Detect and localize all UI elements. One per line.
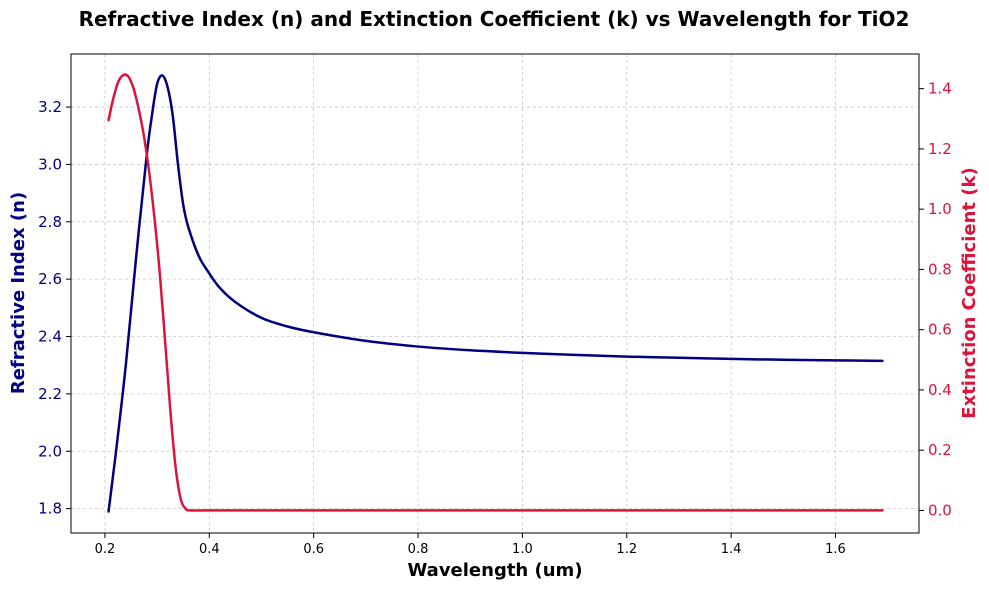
x-tick-label: 0.8 — [408, 542, 429, 557]
y-left-tick-label: 3.2 — [38, 98, 62, 116]
refractive-index-line — [107, 74, 884, 513]
x-tick-label: 0.2 — [95, 542, 116, 557]
y-axis-right-label: Extinction Coefficient (k) — [959, 167, 980, 418]
x-axis: 0.2 0.4 0.6 0.8 1.0 1.2 1.4 1.6 — [95, 533, 846, 557]
x-tick-label: 1.2 — [616, 542, 637, 557]
y-left-tick-label: 2.8 — [38, 213, 62, 231]
y-left-tick-label: 2.4 — [38, 328, 62, 346]
plot-frame — [70, 53, 920, 534]
x-tick-label: 0.4 — [199, 542, 220, 557]
y-right-tick-label: 0.2 — [928, 441, 952, 459]
y-left-tick-label: 3.0 — [38, 155, 62, 173]
y-right-tick-label: 1.4 — [928, 80, 952, 98]
x-tick-label: 1.0 — [512, 542, 533, 557]
y-right-tick-label: 0.6 — [928, 321, 952, 339]
x-tick-label: 1.6 — [825, 542, 846, 557]
y-right-tick-label: 1.0 — [928, 200, 952, 218]
grid — [71, 54, 919, 533]
series-layer — [107, 73, 884, 513]
y-left-tick-label: 2.0 — [38, 442, 62, 460]
extinction-coefficient-line — [107, 73, 884, 512]
chart-title: Refractive Index (n) and Extinction Coef… — [79, 7, 910, 31]
y-axis-right: 0.0 0.2 0.4 0.6 0.8 1.0 1.2 1.4 — [919, 80, 952, 519]
y-left-tick-label: 1.8 — [38, 500, 62, 518]
x-tick-label: 0.6 — [303, 542, 324, 557]
y-axis-left: 1.8 2.0 2.2 2.4 2.6 2.8 3.0 3.2 — [38, 98, 71, 518]
y-right-tick-label: 1.2 — [928, 140, 952, 158]
y-right-tick-label: 0.4 — [928, 381, 952, 399]
x-axis-label: Wavelength (um) — [407, 560, 582, 581]
y-right-tick-label: 0.8 — [928, 260, 952, 278]
y-left-tick-label: 2.6 — [38, 270, 62, 288]
y-right-tick-label: 0.0 — [928, 501, 952, 519]
x-tick-label: 1.4 — [721, 542, 742, 557]
y-axis-left-label: Refractive Index (n) — [8, 192, 29, 394]
y-left-tick-label: 2.2 — [38, 385, 62, 403]
